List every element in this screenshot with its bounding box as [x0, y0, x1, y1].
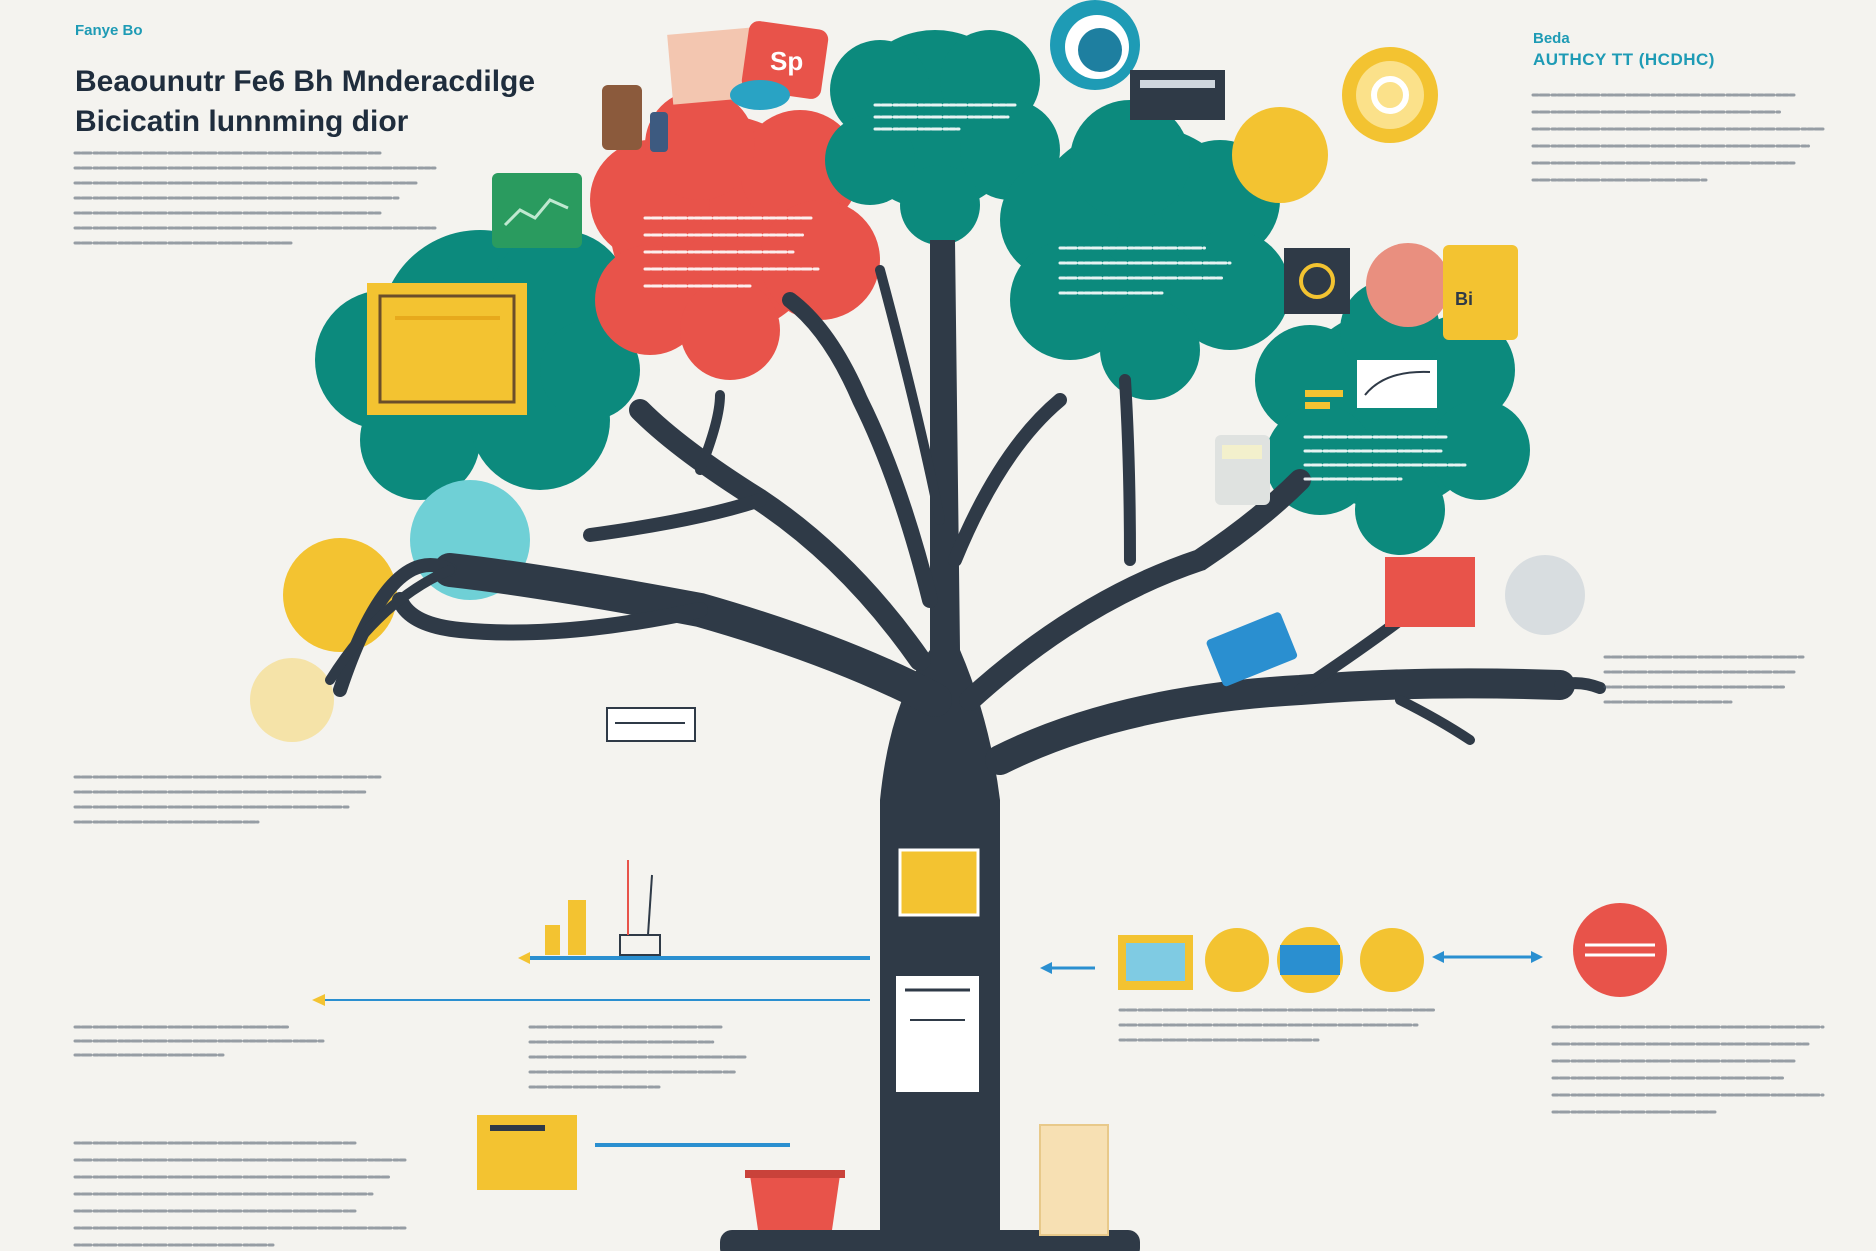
right-header-kicker: Beda — [1533, 30, 1570, 47]
svg-text:Sp: Sp — [770, 46, 803, 76]
foliage — [250, 30, 1530, 742]
connector-lines — [312, 951, 1543, 1147]
yellow-circle-top-right — [1232, 107, 1328, 203]
page-title-line2: Bicicatin lunnming dior — [75, 105, 409, 138]
bucket-icon — [745, 1170, 845, 1230]
notes-icon — [1215, 435, 1270, 505]
trunk — [880, 240, 1000, 1245]
chart-card-icon — [492, 173, 582, 248]
money-icon — [1206, 555, 1585, 687]
illegible-text-blocks — [73, 93, 1825, 1247]
red-blob — [590, 90, 880, 380]
header-kicker: Fanye Bo — [75, 22, 143, 39]
svg-text:Bi: Bi — [1455, 289, 1473, 309]
cup-icon — [1050, 0, 1225, 120]
factory-icon — [545, 860, 661, 956]
pale-yellow-circle — [250, 658, 334, 742]
teal-blob-middle-right — [1000, 100, 1290, 400]
wallet-icon — [602, 80, 790, 152]
page-title-line1: Beaounutr Fe6 Bh Mnderacdilge — [75, 65, 536, 98]
laptop-icon — [1118, 903, 1667, 997]
teal-blob-lower-right — [1255, 280, 1530, 555]
trunk-base — [720, 1230, 1140, 1251]
calculator-icon — [606, 707, 696, 742]
certificate-icon — [367, 283, 527, 415]
graph-card-icon — [1305, 360, 1437, 409]
trunk-cards — [894, 848, 981, 1094]
badge-icons-right: Bi — [1284, 243, 1518, 340]
note-cards-bottom — [477, 1115, 1109, 1236]
right-header-subtitle: AUTHCY TT (HCDHC) — [1533, 50, 1715, 69]
coin-icon — [1342, 47, 1438, 143]
